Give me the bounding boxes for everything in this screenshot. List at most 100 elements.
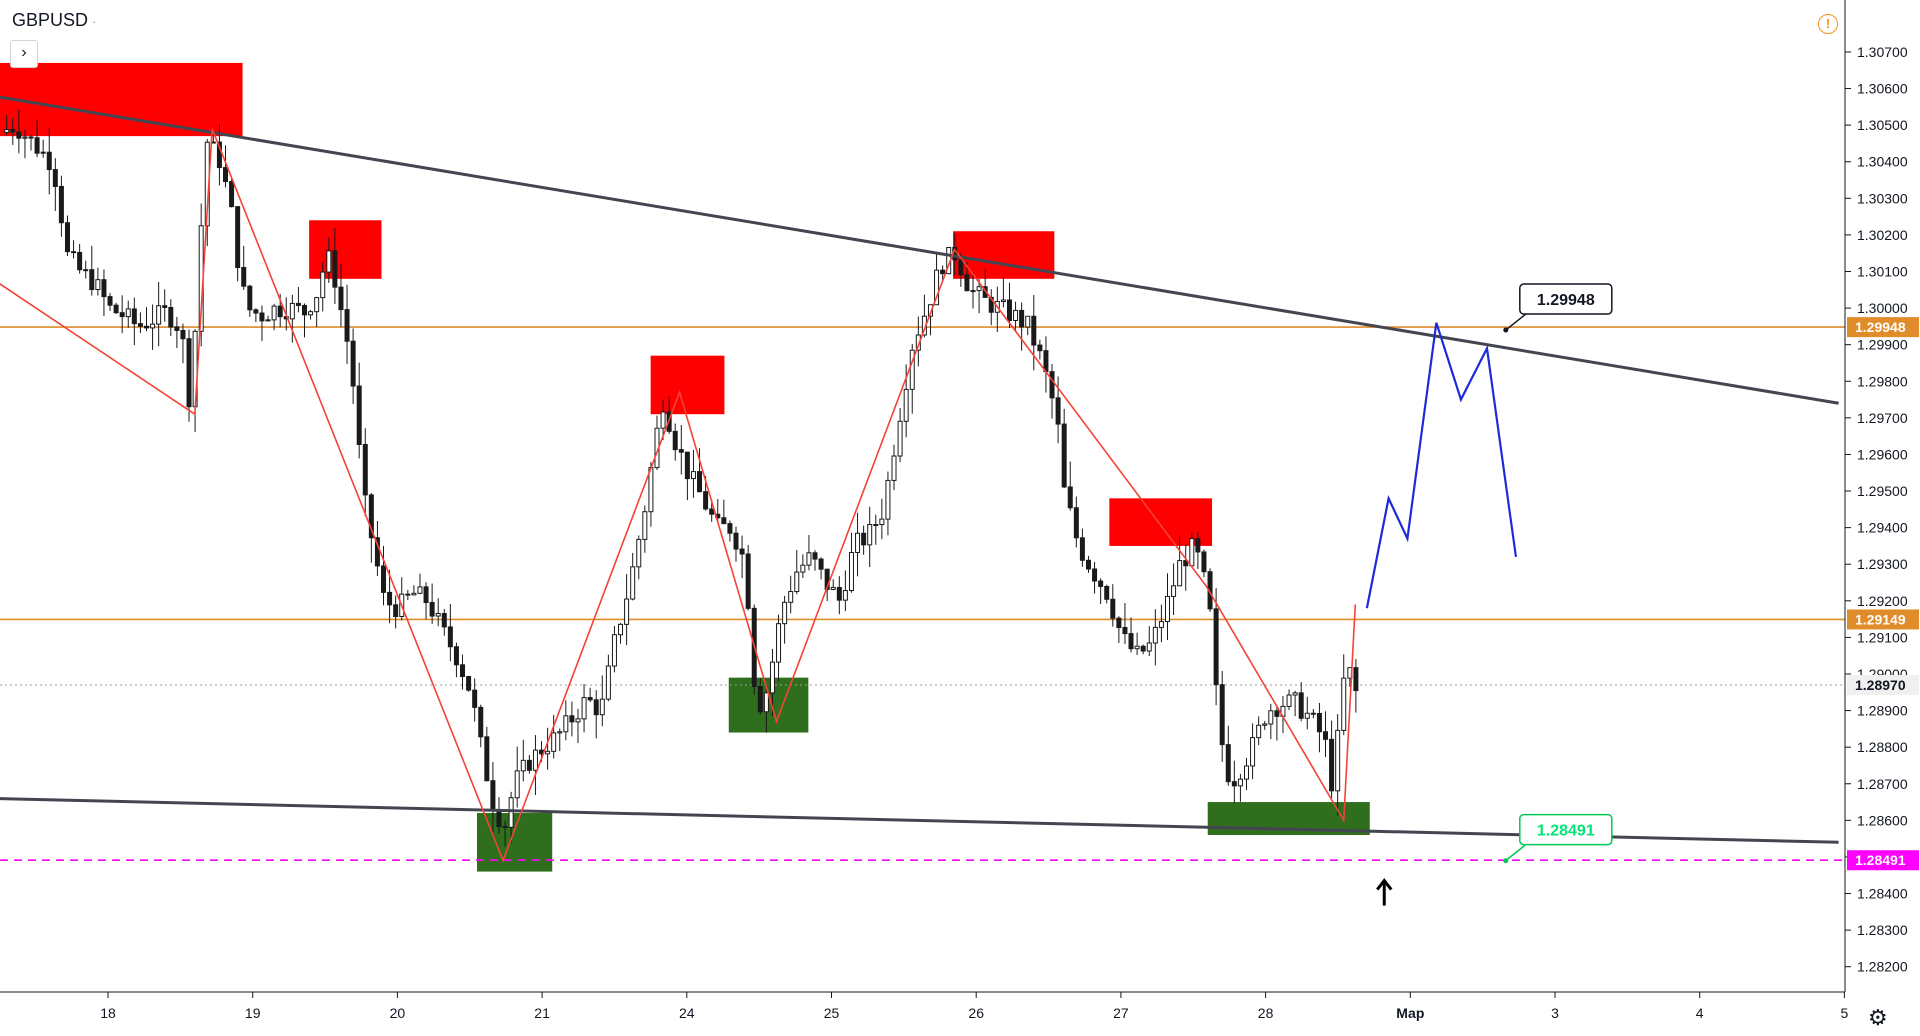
candle-body <box>1171 585 1177 597</box>
candle-body <box>1110 598 1116 619</box>
candle-body <box>362 443 368 496</box>
candle-body <box>271 305 277 321</box>
time-tick-label: 28 <box>1258 1005 1274 1021</box>
candle-body <box>703 491 709 510</box>
candle-body <box>119 312 125 318</box>
expand-legend-button[interactable]: › <box>10 40 38 68</box>
candle-body <box>356 385 362 445</box>
price-tick-label: 1.29300 <box>1857 556 1908 572</box>
candle-body <box>1158 621 1164 628</box>
candle-body <box>1268 710 1274 725</box>
candle-body <box>891 455 897 481</box>
candle-body <box>16 131 22 139</box>
candle-body <box>241 267 247 287</box>
candle-body <box>374 537 380 567</box>
candle-body <box>1195 538 1201 553</box>
candle-body <box>842 590 848 601</box>
candle-body <box>387 591 393 606</box>
projection-path[interactable] <box>1365 322 1518 609</box>
support-zone <box>476 813 553 872</box>
time-axis-bg <box>0 992 1920 1036</box>
candle-body <box>721 517 727 525</box>
symbol-title[interactable]: GBPUSD · <box>12 10 96 31</box>
candle-body <box>964 274 970 292</box>
trendlines[interactable] <box>0 95 1839 844</box>
symbol-suffix: · <box>92 14 97 29</box>
settings-gear-icon[interactable]: ⚙ <box>1868 1005 1888 1030</box>
price-tick-label: 1.28900 <box>1857 703 1908 719</box>
candle-body <box>660 411 666 429</box>
candle-body <box>1152 626 1158 644</box>
candle-body <box>1353 667 1359 692</box>
candle-body <box>496 810 502 827</box>
candle-body <box>71 251 77 254</box>
candle-body <box>460 664 466 678</box>
candle-body <box>545 750 551 755</box>
candle-body <box>678 449 684 453</box>
candle-body <box>1134 645 1140 650</box>
price-axis[interactable]: 1.282001.283001.284001.285001.286001.287… <box>1844 0 1920 1036</box>
price-tick-label: 1.29400 <box>1857 520 1908 536</box>
candle-body <box>1128 633 1134 650</box>
candle-body <box>763 692 769 713</box>
callout-box <box>1519 813 1613 846</box>
candle-body <box>478 706 484 738</box>
candle-body <box>769 661 775 694</box>
callout-box <box>1519 283 1613 315</box>
candle-body <box>1316 712 1322 733</box>
candle-body <box>970 290 976 293</box>
candle-body <box>466 676 472 691</box>
candle-body <box>1104 585 1110 600</box>
candle-body <box>125 308 131 318</box>
candle-body <box>697 471 703 493</box>
time-tick-label: 4 <box>1696 1005 1704 1021</box>
price-tick-label: 1.30100 <box>1857 263 1908 279</box>
candle-body <box>569 715 575 723</box>
price-tag-label: 1.28970 <box>1855 677 1906 693</box>
candle-body <box>429 602 435 617</box>
callout-anchor <box>1503 327 1509 333</box>
candle-body <box>508 797 514 828</box>
candle-body <box>344 309 350 342</box>
candle-body <box>934 269 940 306</box>
candle-body <box>1292 692 1298 696</box>
candle-body <box>940 269 946 275</box>
candle-body <box>34 137 40 154</box>
price-tick-label: 1.28600 <box>1857 812 1908 828</box>
candle-body <box>782 601 788 625</box>
alert-icon[interactable]: ! <box>1818 14 1838 34</box>
candle-body <box>168 306 174 328</box>
candle-body <box>411 592 417 596</box>
candle-body <box>326 250 332 273</box>
candle-body <box>186 338 192 408</box>
candle-body <box>1262 723 1268 726</box>
candle-body <box>4 129 10 133</box>
candle-body <box>1341 677 1347 731</box>
candle-body <box>308 311 314 316</box>
candlesticks <box>4 109 1359 847</box>
trendline <box>0 95 1839 405</box>
candle-body <box>52 169 58 187</box>
candle-body <box>520 759 526 772</box>
candle-body <box>95 279 101 291</box>
candle-body <box>1043 350 1049 373</box>
price-tick-label: 1.29500 <box>1857 483 1908 499</box>
candle-body <box>800 564 806 573</box>
candle-body <box>1067 486 1073 509</box>
candle-body <box>776 623 782 663</box>
price-tick-label: 1.30000 <box>1857 300 1908 316</box>
candle-body <box>156 305 162 325</box>
candle-body <box>909 349 915 390</box>
price-tick-label: 1.28400 <box>1857 886 1908 902</box>
callout-label: 1.29948 <box>1537 292 1595 309</box>
time-axis[interactable]: 18 19 20 21 24 25 26 27 28 Мар 3 4 5 <box>0 991 1920 1036</box>
zigzag-lines[interactable] <box>0 128 1357 863</box>
price-tag <box>1847 317 1919 338</box>
candle-body <box>1298 692 1304 719</box>
time-tick-label: Мар <box>1396 1005 1424 1021</box>
candle-body <box>642 511 648 540</box>
candle-body <box>472 689 478 708</box>
price-tick-label: 1.30500 <box>1857 117 1908 133</box>
candle-body <box>1177 560 1183 587</box>
